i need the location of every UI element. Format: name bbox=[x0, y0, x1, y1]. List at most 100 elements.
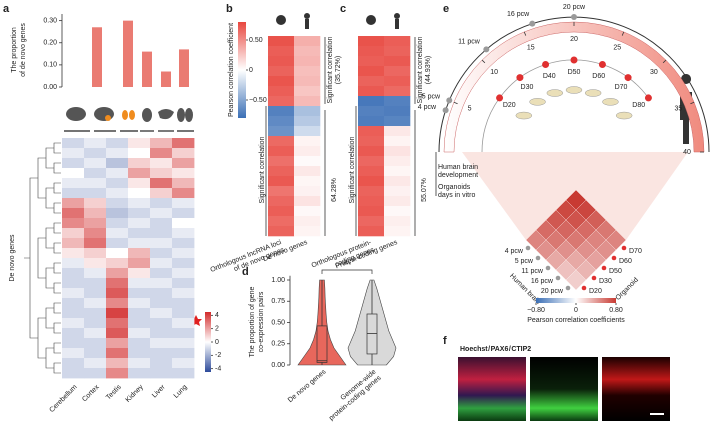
organoid-point bbox=[570, 56, 578, 64]
organoid-label: D70 bbox=[615, 84, 628, 91]
heatmap-cell bbox=[106, 258, 129, 269]
heatmap-cell bbox=[62, 328, 85, 339]
heatmap-cell bbox=[268, 86, 295, 97]
colorbar-tick-label: 0 bbox=[574, 307, 578, 314]
y-axis-label: co-expression pairs bbox=[258, 291, 265, 352]
heatmap-cell bbox=[172, 308, 195, 319]
organoid-point bbox=[542, 61, 550, 69]
significance-label: *** bbox=[343, 262, 351, 269]
heatmap-cell bbox=[358, 116, 385, 127]
heatmap-cell bbox=[106, 368, 129, 379]
heatmap-cell bbox=[128, 248, 151, 259]
dendrogram bbox=[53, 162, 61, 174]
panel-label: a bbox=[3, 3, 10, 15]
heatmap-cell bbox=[268, 156, 295, 167]
heatmap-cell bbox=[106, 188, 129, 199]
y-axis-label: De novo genes bbox=[9, 234, 16, 282]
heatmap-cell bbox=[268, 216, 295, 227]
bracket-label: 64.28% bbox=[331, 178, 338, 202]
heatmap-cell bbox=[150, 138, 173, 149]
heatmap-cell bbox=[106, 238, 129, 249]
heatmap-cell bbox=[106, 138, 129, 149]
heatmap-cell bbox=[172, 228, 195, 239]
arc-tick bbox=[453, 101, 458, 105]
heatmap-cell bbox=[384, 196, 411, 207]
stain-label: CTIP2 bbox=[511, 346, 531, 353]
dendrogram bbox=[45, 307, 54, 329]
bar bbox=[123, 20, 133, 87]
heatmap-cell bbox=[106, 358, 129, 369]
dendrogram bbox=[53, 202, 61, 214]
heatmap-cell bbox=[62, 148, 85, 159]
column-dot bbox=[591, 275, 597, 281]
significance-bracket bbox=[321, 269, 373, 274]
heatmap-cell bbox=[106, 178, 129, 189]
organoid-axis-label: days in vitro bbox=[438, 192, 475, 199]
heatmap-cell bbox=[268, 146, 295, 157]
heatmap-cell bbox=[84, 208, 107, 219]
heatmap-cell bbox=[268, 96, 295, 107]
heatmap-cell bbox=[268, 126, 295, 137]
heatmap-cell bbox=[358, 46, 385, 57]
heatmap-cell bbox=[384, 146, 411, 157]
heatmap-cell bbox=[84, 328, 107, 339]
heatmap-cell bbox=[128, 318, 151, 329]
heatmap-cell bbox=[294, 96, 321, 107]
organoid-dish bbox=[546, 89, 564, 97]
arc-tick bbox=[662, 59, 667, 64]
heatmap-cell bbox=[106, 338, 129, 349]
column-dot bbox=[601, 265, 607, 271]
heatmap-cell bbox=[294, 86, 321, 97]
y-tick-label: 1.00 bbox=[271, 277, 285, 284]
image-merge bbox=[458, 357, 526, 421]
heatmap-cell bbox=[384, 126, 411, 137]
heatmap-cell bbox=[358, 166, 385, 177]
heatmap-cell bbox=[268, 116, 295, 127]
dendrogram bbox=[24, 177, 38, 339]
arc-tick-label: 25 bbox=[613, 44, 621, 51]
heatmap-cell bbox=[294, 206, 321, 217]
box bbox=[316, 325, 328, 363]
heatmap-cell bbox=[150, 368, 173, 379]
correlation-cell bbox=[605, 229, 627, 251]
heatmap-cell bbox=[128, 338, 151, 349]
column-label: Kidney bbox=[125, 383, 145, 403]
dendrogram bbox=[53, 242, 61, 254]
heatmap-cell bbox=[62, 158, 85, 169]
dendrogram bbox=[53, 342, 61, 354]
heatmap-cell bbox=[294, 176, 321, 187]
bar bbox=[161, 71, 171, 87]
heatmap-cell bbox=[128, 208, 151, 219]
x-tick-label: protein-coding genes bbox=[328, 374, 383, 422]
heatmap-cell bbox=[106, 298, 129, 309]
bar bbox=[179, 49, 189, 87]
heatmap-cell bbox=[128, 238, 151, 249]
row-dot bbox=[525, 245, 531, 251]
heatmap-cell bbox=[358, 66, 385, 77]
development-label: development bbox=[438, 172, 478, 179]
heatmap-cell bbox=[172, 188, 195, 199]
heatmap-cell bbox=[106, 158, 129, 169]
heatmap-cell bbox=[62, 168, 85, 179]
heatmap-cell bbox=[128, 308, 151, 319]
heatmap-cell bbox=[384, 46, 411, 57]
heatmap-cell bbox=[384, 96, 411, 107]
dendrogram bbox=[45, 147, 54, 169]
heatmap-cell bbox=[106, 218, 129, 229]
dendrogram bbox=[37, 317, 46, 359]
dendrogram bbox=[53, 222, 61, 234]
heatmap-cell bbox=[150, 188, 173, 199]
heatmap-cell bbox=[106, 288, 129, 299]
heatmap-cell bbox=[172, 358, 195, 369]
heatmap-cell bbox=[128, 228, 151, 239]
heatmap-cell bbox=[62, 238, 85, 249]
row-label: 4 pcw bbox=[505, 248, 524, 255]
heatmap-cell bbox=[172, 218, 195, 229]
dendrogram bbox=[53, 282, 61, 294]
heatmap-cell bbox=[128, 258, 151, 269]
heatmap-cell bbox=[128, 188, 151, 199]
pcw-label: 4 pcw bbox=[418, 104, 437, 111]
column-label: D70 bbox=[629, 248, 642, 255]
heatmap-cell bbox=[106, 308, 129, 319]
arc-tick-label: 35 bbox=[674, 106, 682, 113]
